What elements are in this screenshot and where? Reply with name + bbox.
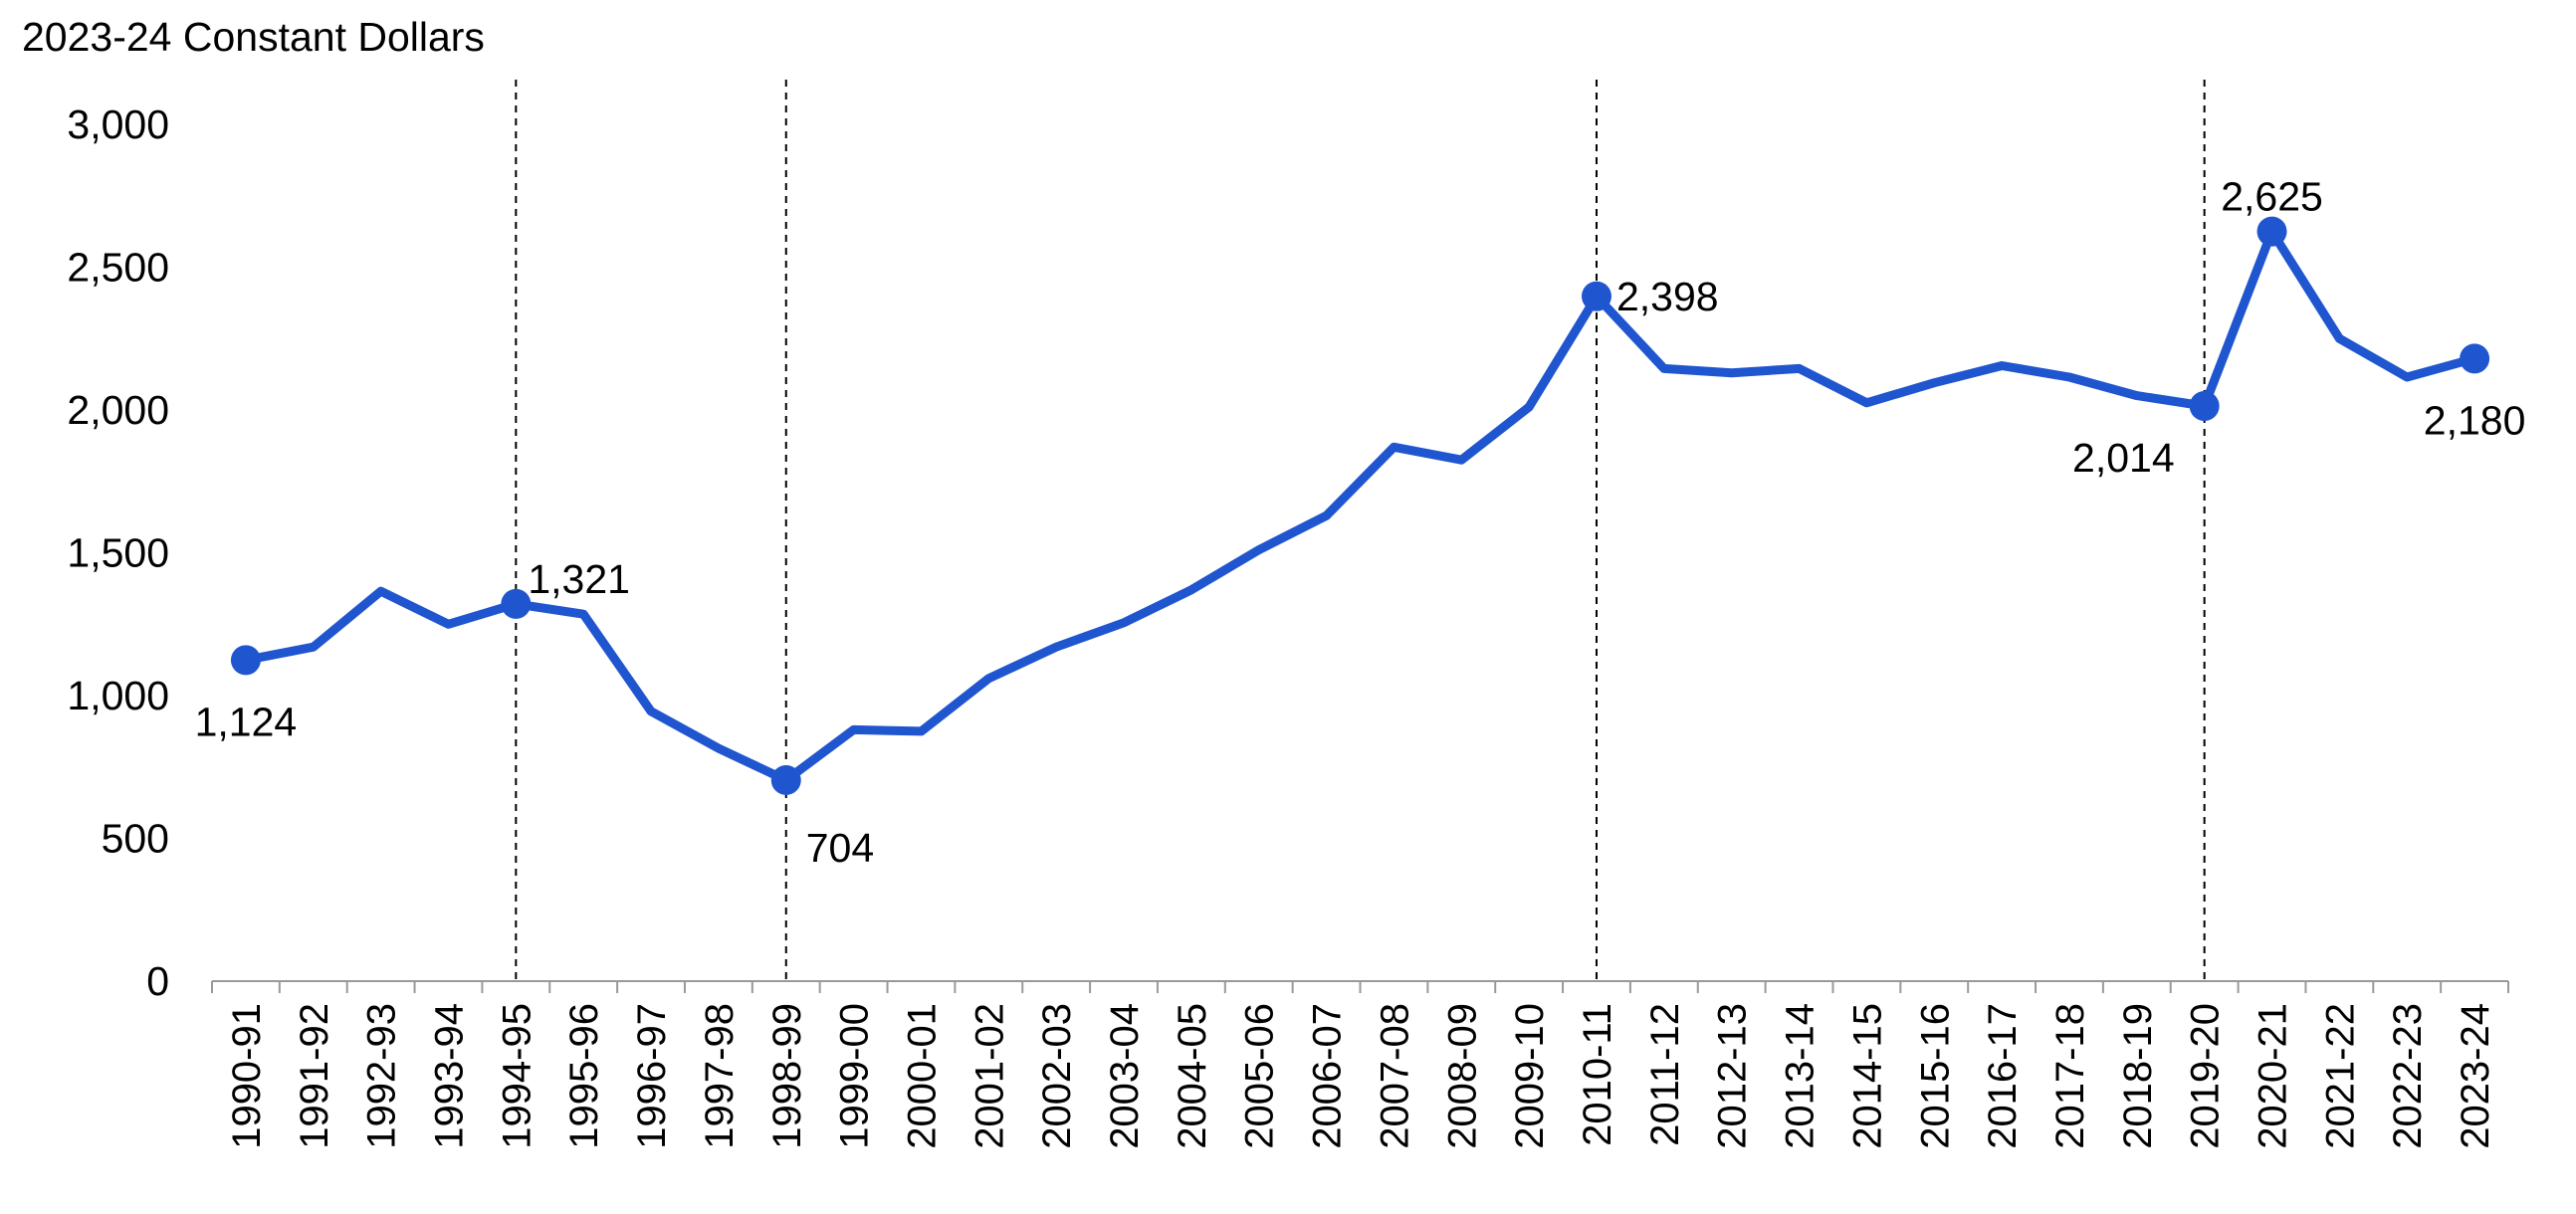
x-tick-label-1990-91: 1990-91	[225, 1003, 269, 1149]
data-markers	[230, 216, 2490, 795]
y-tick-label-2500: 2,500	[67, 245, 169, 291]
x-tick-label-1993-94: 1993-94	[427, 1003, 471, 1149]
data-marker-2020-21	[2256, 216, 2287, 247]
x-tick-label-2015-16: 2015-16	[1913, 1003, 1957, 1149]
x-tick-label-2019-20: 2019-20	[2184, 1003, 2228, 1149]
x-tick-label-1995-96: 1995-96	[562, 1003, 606, 1149]
x-tick-label-2007-08: 2007-08	[1373, 1003, 1416, 1149]
x-tick-label-2009-10: 2009-10	[1508, 1003, 1552, 1149]
x-tick-label-2000-01: 2000-01	[900, 1003, 944, 1149]
x-tick-label-1994-95: 1994-95	[495, 1003, 538, 1149]
data-label-2023-24: 2,180	[2424, 397, 2526, 443]
y-tick-label-1500: 1,500	[67, 530, 169, 576]
data-label-1994-95: 1,321	[528, 556, 630, 602]
data-label-1990-91: 1,124	[195, 699, 298, 744]
x-axis: 1990-91 1991-92 1992-93 1993-94 1994-95 1995-…	[211, 980, 2509, 1149]
data-marker-1990-91	[230, 645, 261, 676]
x-tick-label-2018-19: 2018-19	[2116, 1003, 2160, 1149]
x-tick-label-2002-03: 2002-03	[1035, 1003, 1079, 1149]
x-tick-label-1992-93: 1992-93	[360, 1003, 404, 1149]
y-axis-ticks: 0 500 1,000 1,500 2,000 2,500 3,000	[67, 101, 169, 1004]
data-marker-1994-95	[501, 588, 532, 619]
x-tick-label-1999-00: 1999-00	[833, 1003, 877, 1149]
x-tick-label-2020-21: 2020-21	[2252, 1003, 2295, 1149]
data-label-2020-21: 2,625	[2221, 174, 2323, 220]
data-marker-2010-11	[1581, 281, 1611, 311]
y-tick-label-3000: 3,000	[67, 101, 169, 147]
data-marker-1998-99	[770, 764, 801, 795]
x-tick-label-1998-99: 1998-99	[765, 1003, 809, 1149]
x-tick-label-2014-15: 2014-15	[1845, 1003, 1889, 1149]
x-tick-label-2004-05: 2004-05	[1171, 1003, 1214, 1149]
data-label-2019-20: 2,014	[2072, 435, 2175, 481]
x-tick-label-1996-97: 1996-97	[630, 1003, 674, 1149]
x-tick-label-2003-04: 2003-04	[1103, 1003, 1147, 1149]
x-tick-label-2001-02: 2001-02	[967, 1003, 1011, 1149]
x-tick-label-2021-22: 2021-22	[2318, 1003, 2362, 1149]
series-line-group	[241, 227, 2479, 785]
y-tick-label-500: 500	[102, 816, 169, 862]
y-axis-unit-label: 2023-24 Constant Dollars	[22, 14, 485, 60]
x-tick-label-2010-11: 2010-11	[1576, 1003, 1619, 1146]
y-tick-label-1000: 1,000	[67, 673, 169, 718]
vertical-dashed-lines	[515, 80, 2206, 981]
x-tick-label-2012-13: 2012-13	[1711, 1003, 1755, 1149]
x-tick-label-2017-18: 2017-18	[2048, 1003, 2092, 1149]
data-label-1998-99: 704	[806, 825, 874, 871]
x-tick-label-2011-12: 2011-12	[1643, 1003, 1687, 1146]
x-tick-label-2023-24: 2023-24	[2454, 1003, 2497, 1149]
x-tick-label-2008-09: 2008-09	[1440, 1003, 1484, 1149]
x-tick-label-1997-98: 1997-98	[698, 1003, 742, 1149]
data-labels: 1,124 1,321 704 2,398 2,014 2,625 2,180	[195, 174, 2526, 871]
data-label-2010-11: 2,398	[1616, 274, 1719, 319]
x-tick-label-2022-23: 2022-23	[2386, 1003, 2430, 1149]
x-tick-label-2013-14: 2013-14	[1779, 1003, 1823, 1149]
data-marker-2019-20	[2189, 390, 2220, 421]
x-tick-label-2016-17: 2016-17	[1981, 1003, 2025, 1149]
x-tick-label-2005-06: 2005-06	[1238, 1003, 1282, 1149]
x-tick-label-2006-07: 2006-07	[1306, 1003, 1350, 1149]
data-marker-2023-24	[2460, 343, 2490, 374]
x-tick-label-1991-92: 1991-92	[293, 1003, 336, 1149]
y-tick-label-2000: 2,000	[67, 387, 169, 433]
series-line	[241, 227, 2479, 785]
y-tick-label-0: 0	[146, 958, 169, 1004]
